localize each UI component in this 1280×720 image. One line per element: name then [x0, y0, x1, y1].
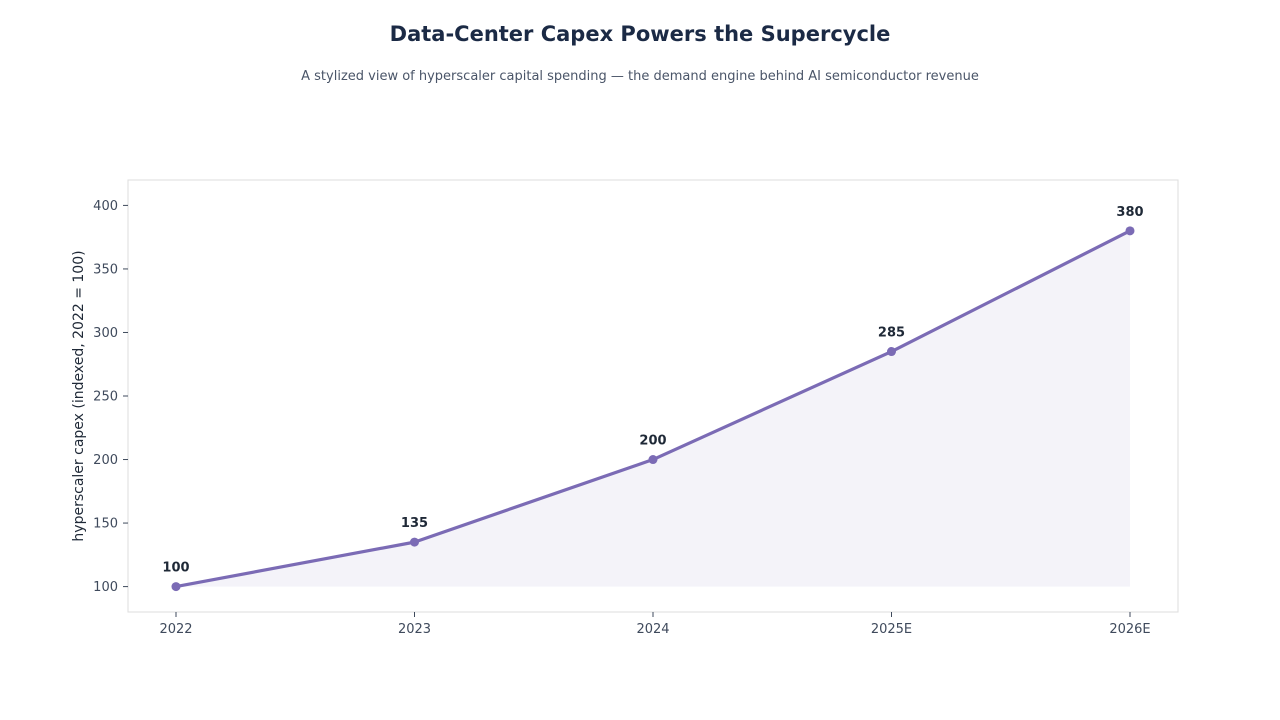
y-tick-label: 300 — [93, 326, 118, 341]
y-tick-label: 350 — [93, 262, 118, 277]
chart-title: Data-Center Capex Powers the Supercycle — [389, 22, 891, 46]
area-fill — [176, 230, 1130, 587]
y-axis-label: hyperscaler capex (indexed, 2022 = 100) — [71, 250, 87, 541]
data-label: 200 — [639, 434, 666, 449]
data-label: 100 — [162, 561, 189, 576]
data-label: 285 — [878, 326, 905, 341]
x-tick-label: 2022 — [159, 622, 192, 637]
chart-subtitle: A stylized view of hyperscaler capital s… — [301, 69, 979, 84]
y-tick-label: 200 — [93, 453, 118, 468]
y-tick-label: 100 — [93, 580, 118, 595]
y-tick-label: 150 — [93, 517, 118, 532]
data-label: 380 — [1116, 205, 1143, 220]
x-tick-label: 2023 — [398, 622, 431, 637]
x-tick-label: 2026E — [1109, 622, 1150, 637]
data-point — [887, 347, 896, 357]
y-tick-label: 250 — [93, 390, 118, 405]
data-label: 135 — [401, 516, 428, 531]
data-point — [171, 582, 181, 592]
data-point — [648, 455, 658, 465]
data-point — [1125, 226, 1135, 236]
x-tick-label: 2025E — [871, 622, 912, 637]
x-tick-label: 2024 — [636, 622, 669, 637]
y-tick-label: 400 — [93, 199, 118, 214]
data-point — [410, 537, 419, 547]
